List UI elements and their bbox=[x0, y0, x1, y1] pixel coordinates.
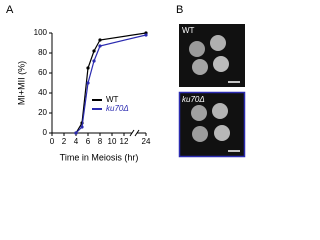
data-point bbox=[144, 33, 148, 37]
x-tick-label: 10 bbox=[108, 137, 117, 146]
micrograph: WT bbox=[179, 24, 245, 87]
y-tick-label: 60 bbox=[38, 68, 47, 77]
legend-label: ku70Δ bbox=[106, 104, 129, 113]
panel-label: A bbox=[6, 4, 14, 16]
x-tick-label: 2 bbox=[62, 137, 67, 146]
x-tick-label: 24 bbox=[142, 137, 151, 146]
micrograph: ku70Δ bbox=[178, 91, 246, 158]
nucleus bbox=[191, 105, 207, 121]
y-tick-label: 80 bbox=[38, 48, 47, 57]
data-point bbox=[92, 59, 96, 63]
legend-label: WT bbox=[106, 95, 119, 104]
axis-break bbox=[134, 129, 140, 137]
data-point bbox=[92, 49, 96, 53]
x-tick-label: 0 bbox=[50, 137, 55, 146]
data-point bbox=[86, 66, 90, 70]
x-tick-label: 6 bbox=[86, 137, 91, 146]
nucleus bbox=[192, 126, 208, 142]
data-point bbox=[74, 131, 78, 135]
image-label: ku70Δ bbox=[182, 95, 205, 104]
y-axis-label: MI+MII (%) bbox=[16, 61, 26, 105]
nucleus bbox=[192, 59, 208, 75]
panel-label: B bbox=[176, 4, 183, 16]
y-tick-label: 40 bbox=[38, 88, 47, 97]
nucleus bbox=[214, 125, 230, 141]
nucleus bbox=[210, 35, 226, 51]
series-line bbox=[75, 32, 147, 134]
data-point bbox=[98, 38, 102, 42]
nucleus bbox=[189, 41, 205, 57]
y-tick-label: 20 bbox=[38, 108, 47, 117]
image-frame bbox=[178, 91, 246, 158]
image-frame bbox=[179, 24, 245, 87]
x-tick-label: 4 bbox=[74, 137, 79, 146]
nucleus bbox=[213, 56, 229, 72]
image-label: WT bbox=[182, 26, 195, 35]
x-tick-label: 8 bbox=[98, 137, 103, 146]
y-tick-label: 100 bbox=[34, 28, 48, 37]
axis-break bbox=[129, 129, 135, 137]
data-point bbox=[86, 81, 90, 85]
nucleus bbox=[212, 103, 228, 119]
y-tick-label: 0 bbox=[43, 128, 48, 137]
x-tick-label: 12 bbox=[120, 137, 129, 146]
x-axis-label: Time in Meiosis (hr) bbox=[60, 152, 139, 162]
data-point bbox=[98, 44, 102, 48]
data-point bbox=[80, 125, 84, 129]
